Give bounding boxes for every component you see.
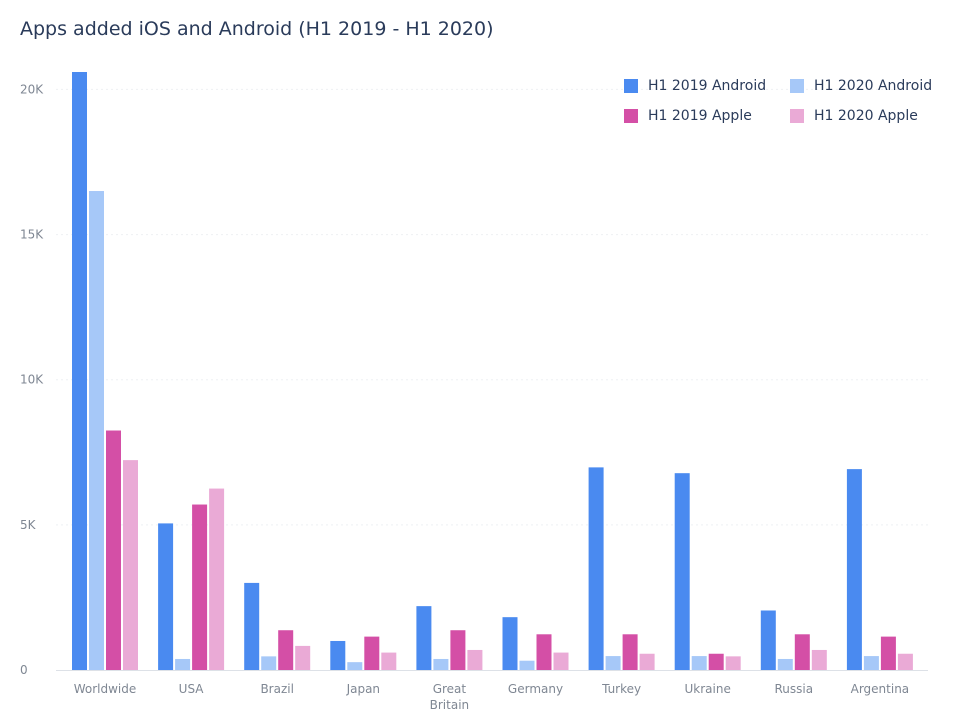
bar[interactable] (330, 640, 346, 670)
bar[interactable] (760, 610, 776, 670)
bar[interactable] (846, 469, 862, 670)
bar[interactable] (553, 652, 569, 670)
y-tick-label: 20K (20, 82, 44, 96)
x-tick-label: Russia (774, 682, 813, 696)
legend-label: H1 2020 Apple (814, 108, 918, 124)
bar[interactable] (519, 660, 535, 670)
legend-label: H1 2019 Apple (648, 108, 752, 124)
x-tick-label: Germany (508, 682, 563, 696)
bar[interactable] (72, 72, 87, 670)
bar[interactable] (278, 630, 294, 670)
y-tick-label: 0 (20, 663, 28, 677)
bar[interactable] (295, 645, 311, 670)
bar[interactable] (588, 467, 604, 670)
bar[interactable] (433, 658, 449, 670)
bar[interactable] (123, 460, 138, 670)
bar[interactable] (261, 656, 277, 670)
bar[interactable] (347, 662, 363, 670)
bar[interactable] (811, 649, 827, 670)
x-tick-label: Great Britain (430, 682, 470, 712)
legend-item-h1-2019-apple[interactable]: H1 2019 Apple (624, 106, 752, 126)
legend-swatch (624, 79, 638, 93)
x-tick-label: Japan (346, 682, 380, 696)
gridlines (56, 88, 928, 526)
bar[interactable] (502, 617, 518, 670)
bar[interactable] (794, 634, 810, 670)
legend-swatch (790, 79, 804, 93)
bar[interactable] (880, 636, 896, 670)
x-axis-ticks: Worldwide USA Brazil Japan Great Britain Germa… (74, 682, 909, 712)
bar[interactable] (777, 658, 793, 670)
y-tick-label: 15K (20, 228, 44, 242)
bar[interactable] (536, 634, 552, 670)
bar[interactable] (175, 658, 191, 670)
y-tick-label: 5K (20, 518, 37, 532)
legend-label: H1 2020 Android (814, 78, 933, 94)
bars (72, 72, 913, 671)
bar[interactable] (416, 606, 432, 670)
bar[interactable] (605, 656, 621, 670)
bar[interactable] (639, 653, 655, 670)
x-tick-label: Argentina (851, 682, 910, 696)
bar[interactable] (708, 653, 724, 670)
bar[interactable] (674, 473, 690, 670)
bar[interactable] (691, 656, 707, 670)
bar[interactable] (622, 634, 638, 670)
bar[interactable] (89, 191, 104, 671)
x-tick-label: Turkey (601, 682, 641, 696)
legend-item-h1-2020-apple[interactable]: H1 2020 Apple (790, 106, 918, 126)
x-tick-label: Ukraine (685, 682, 731, 696)
x-tick-label: USA (179, 682, 205, 696)
legend: H1 2019 Android H1 2020 Android H1 2019 … (624, 72, 944, 136)
x-tick-label: Worldwide (74, 682, 137, 696)
bar[interactable] (158, 523, 174, 670)
legend-swatch (790, 109, 804, 123)
y-tick-label: 10K (20, 373, 44, 387)
x-tick-label: Brazil (260, 682, 294, 696)
bar[interactable] (192, 504, 208, 670)
bar[interactable] (467, 649, 483, 670)
legend-item-h1-2019-android[interactable]: H1 2019 Android (624, 76, 766, 96)
bar[interactable] (897, 653, 913, 670)
legend-swatch (624, 109, 638, 123)
bar[interactable] (244, 582, 260, 670)
bar[interactable] (450, 630, 466, 670)
chart-title: Apps added iOS and Android (H1 2019 - H1… (20, 18, 494, 40)
legend-item-h1-2020-android[interactable]: H1 2020 Android (790, 76, 932, 96)
bar[interactable] (863, 656, 879, 670)
bar[interactable] (364, 636, 380, 670)
bar[interactable] (209, 488, 225, 670)
bar[interactable] (381, 652, 397, 670)
bar[interactable] (106, 430, 121, 670)
bar[interactable] (725, 656, 741, 670)
y-axis-ticks: 0 5K 10K 15K 20K (20, 82, 44, 677)
legend-label: H1 2019 Android (648, 78, 767, 94)
